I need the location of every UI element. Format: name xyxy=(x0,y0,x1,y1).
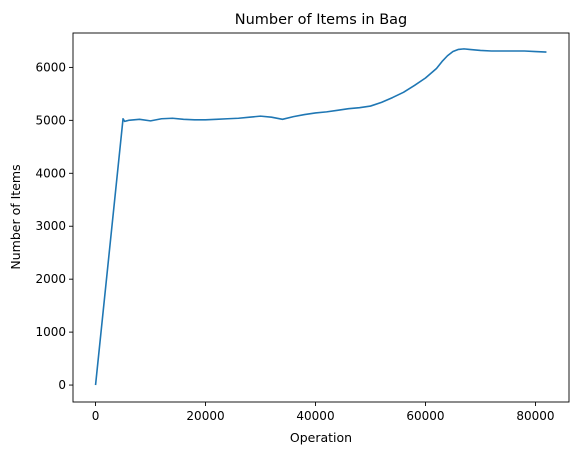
series-line xyxy=(94,48,547,386)
y-tick-label: 5000 xyxy=(35,113,66,127)
y-tick-label: 2000 xyxy=(35,272,66,286)
axes-frame xyxy=(72,32,570,403)
y-tick-label: 4000 xyxy=(35,166,66,180)
x-tick-label: 20000 xyxy=(186,409,224,423)
x-tick-label: 0 xyxy=(92,409,100,423)
plot-area xyxy=(94,48,547,386)
x-tick-label: 80000 xyxy=(516,409,554,423)
x-tick-label: 60000 xyxy=(406,409,444,423)
x-axis-label: Operation xyxy=(290,430,352,445)
x-axis: 0 20000 40000 60000 80000 xyxy=(92,402,555,423)
y-tick-label: 3000 xyxy=(35,219,66,233)
y-axis-label: Number of Items xyxy=(8,164,23,269)
chart-title: Number of Items in Bag xyxy=(235,12,407,28)
y-axis: 0 1000 2000 3000 4000 5000 6000 xyxy=(35,60,73,392)
y-tick-label: 0 xyxy=(58,378,66,392)
y-tick-label: 1000 xyxy=(35,325,66,339)
x-tick-label: 40000 xyxy=(296,409,334,423)
y-tick-label: 6000 xyxy=(35,60,66,74)
